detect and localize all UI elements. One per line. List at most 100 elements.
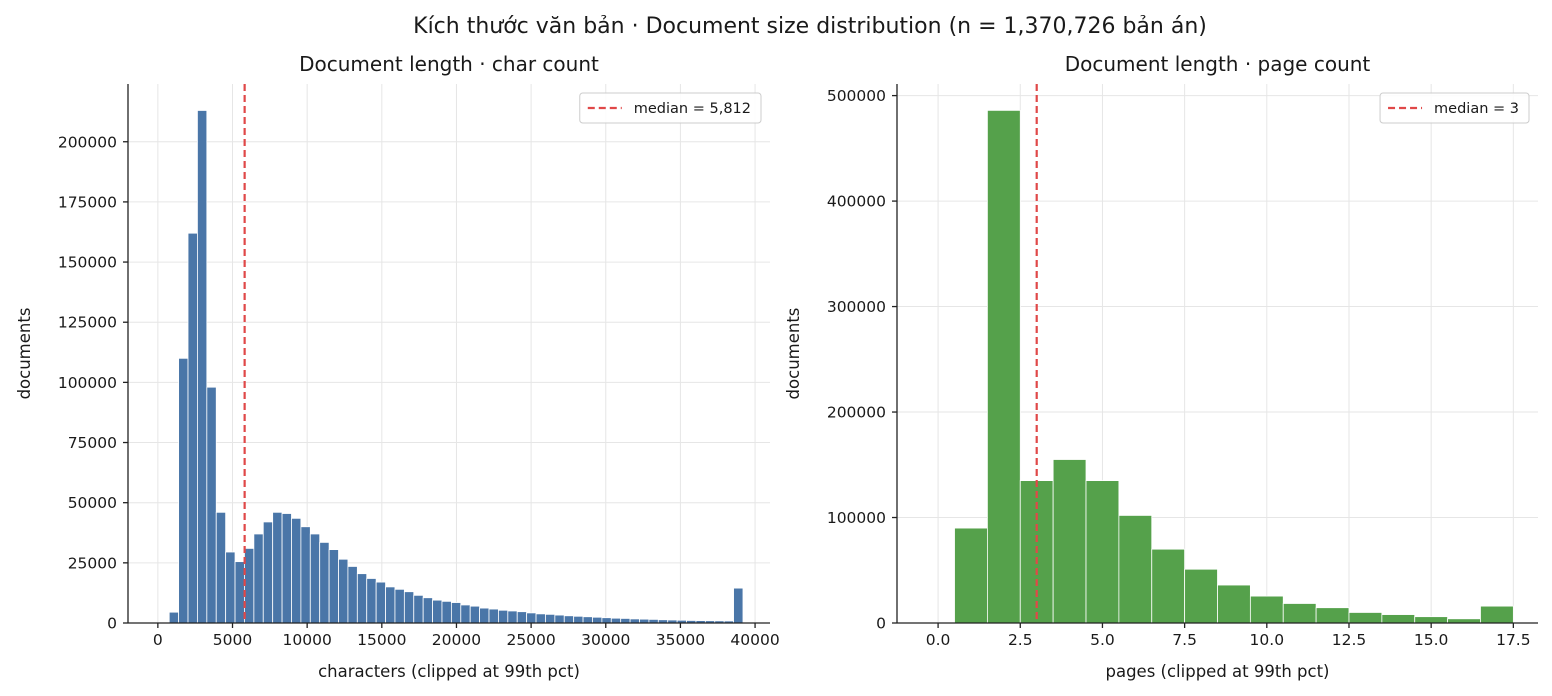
legend-label: median = 5,812: [634, 101, 751, 117]
histogram-bar: [554, 614, 565, 624]
histogram-bar: [253, 533, 264, 624]
y-tick-label: 200000: [827, 404, 886, 422]
histogram-bar: [460, 604, 471, 624]
histogram-bar: [479, 607, 490, 624]
histogram-bar: [262, 521, 274, 624]
histogram-bar: [545, 613, 556, 624]
histogram-bar: [366, 578, 377, 624]
y-tick-label: 50000: [68, 494, 117, 512]
y-tick-label: 100000: [58, 374, 117, 392]
y-tick-label: 300000: [827, 298, 886, 316]
histogram-bar: [498, 609, 509, 624]
panel-title: Document length · char count: [299, 52, 599, 76]
histogram-bar: [573, 615, 584, 624]
histogram-bar: [1381, 614, 1416, 624]
histogram-bar: [300, 526, 311, 624]
histogram-bar: [450, 602, 462, 624]
x-tick-label: 15000: [357, 631, 406, 649]
histogram-bar: [234, 561, 245, 624]
histogram-bar: [432, 599, 443, 624]
x-tick-label: 7.5: [1172, 631, 1197, 649]
y-tick-label: 75000: [68, 434, 117, 452]
x-axis-label: characters (clipped at 99th pct): [318, 662, 580, 681]
histogram-bar: [206, 386, 217, 624]
x-tick-label: 2.5: [1008, 631, 1033, 649]
histogram-bar: [1085, 480, 1120, 624]
histogram-bar: [516, 611, 528, 624]
histogram-bar: [215, 511, 227, 624]
y-tick-label: 175000: [58, 193, 117, 211]
histogram-bar: [1315, 607, 1350, 624]
histogram-bar: [385, 586, 396, 624]
y-tick-label: 25000: [68, 554, 117, 572]
histogram-bar: [601, 617, 612, 624]
x-tick-label: 5000: [213, 631, 252, 649]
histogram-bar: [403, 591, 415, 624]
y-axis-label: documents: [784, 308, 803, 400]
histogram-bar: [733, 587, 744, 624]
x-tick-label: 25000: [506, 631, 555, 649]
x-tick-label: 20000: [432, 631, 481, 649]
histogram-bar: [488, 608, 499, 624]
y-axis-label: documents: [15, 308, 34, 400]
histogram-bar: [1151, 548, 1186, 624]
histogram-bar: [281, 513, 292, 624]
histogram-bar: [244, 548, 255, 624]
histogram-bar: [272, 511, 283, 624]
histogram-bar: [225, 551, 236, 624]
histogram-bar: [1282, 603, 1317, 624]
histogram-bar: [394, 588, 405, 624]
histogram-bar: [1480, 605, 1514, 624]
histogram-bar: [535, 613, 546, 624]
histogram-bar: [319, 541, 330, 624]
histogram-bar: [1118, 515, 1153, 624]
y-tick-label: 400000: [827, 193, 886, 211]
x-axis-label: pages (clipped at 99th pct): [1106, 662, 1330, 681]
histogram-bar: [178, 357, 189, 624]
histogram-bar: [1184, 568, 1218, 624]
histogram-bar: [1249, 595, 1284, 624]
histogram-bar: [422, 597, 433, 624]
histogram-bar: [563, 615, 575, 624]
histogram-bar: [954, 527, 988, 624]
y-tick-label: 500000: [827, 87, 886, 105]
figure-title: Kích thước văn bản · Document size distr…: [413, 14, 1207, 39]
histogram-bar: [1348, 612, 1383, 624]
x-tick-label: 15.0: [1414, 631, 1449, 649]
histogram-bar: [620, 618, 631, 624]
x-tick-label: 40000: [730, 631, 779, 649]
x-tick-label: 12.5: [1332, 631, 1367, 649]
histogram-bar: [328, 549, 339, 624]
histogram-bar: [526, 612, 537, 624]
x-tick-label: 10000: [283, 631, 332, 649]
y-tick-label: 125000: [58, 314, 117, 332]
histogram-bar: [610, 617, 622, 624]
histogram-bar: [1217, 584, 1251, 624]
histogram-bar: [413, 594, 424, 624]
y-tick-label: 200000: [58, 133, 117, 151]
legend: median = 5,812: [579, 92, 762, 124]
x-tick-label: 10.0: [1250, 631, 1285, 649]
y-tick-label: 0: [107, 615, 117, 633]
x-tick-label: 0: [153, 631, 163, 649]
histogram-bar: [441, 600, 452, 624]
histogram-bar: [291, 517, 302, 624]
legend-frame: [579, 92, 762, 124]
x-tick-label: 35000: [656, 631, 705, 649]
histogram-bar: [507, 610, 518, 624]
histogram-bar: [375, 581, 386, 624]
legend-frame: [1379, 92, 1530, 124]
y-tick-label: 100000: [827, 509, 886, 527]
histogram-bar: [168, 611, 180, 624]
x-tick-label: 30000: [581, 631, 630, 649]
legend-label: median = 3: [1434, 101, 1519, 117]
histogram-bar: [356, 573, 368, 624]
chart-char-count: 0 5000 10000 15000 20000 25000 30000 35000 40000…: [15, 52, 780, 681]
histogram-bar: [309, 533, 321, 624]
histogram-bar: [338, 558, 349, 624]
histogram-bar: [1052, 459, 1087, 624]
y-tick-label: 150000: [58, 254, 117, 272]
histogram-bar: [469, 605, 481, 624]
legend: median = 3: [1379, 92, 1530, 124]
